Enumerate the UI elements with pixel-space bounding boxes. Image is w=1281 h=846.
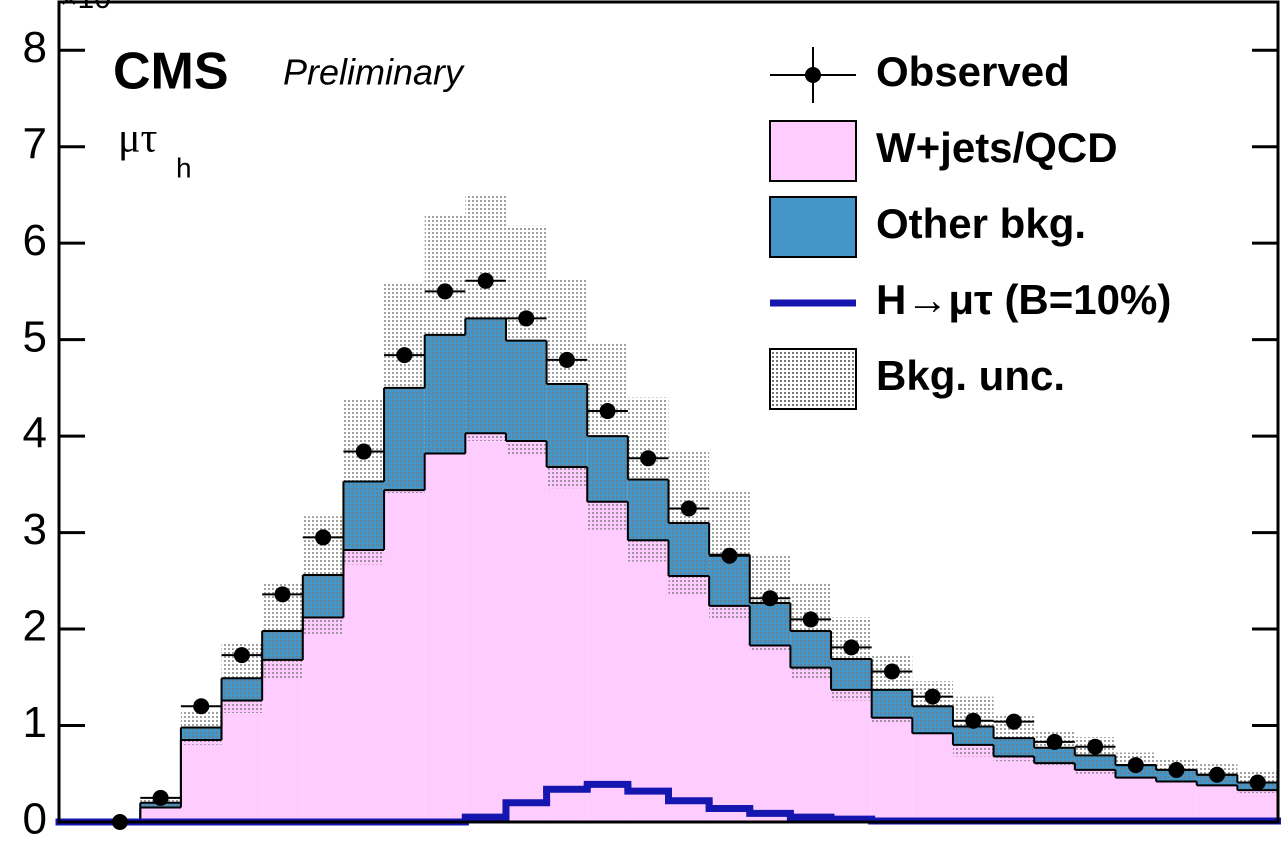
stack-bar [262,659,303,822]
y-tick-label: 7 [23,119,47,168]
stack-bar [180,740,222,822]
stack-bar [952,744,994,822]
data-point [315,529,332,546]
data-point [152,789,169,806]
legend-label: Bkg. unc. [876,352,1065,399]
legend-symbol [805,67,821,83]
data-point [558,351,575,368]
y-tick-label: 0 [23,795,47,841]
stack-bar [831,689,872,822]
stack-bar [505,440,547,822]
data-point [1005,713,1022,730]
stack-bar [668,576,710,822]
legend-label: H→μτ (B=10%) [876,276,1171,323]
legend-label: Other bkg. [876,200,1086,247]
stack-bar [790,667,832,822]
stack-bar [709,605,750,822]
data-point [883,663,900,680]
data-point [1168,761,1185,778]
data-point [437,283,454,300]
plot-area [55,195,1281,830]
stack-bar [1034,763,1075,822]
y-tick-label: 4 [23,409,47,458]
data-point [233,647,250,664]
stack-bar [1074,769,1116,822]
data-point [762,590,779,607]
stack-bar [1156,781,1197,822]
data-point [1127,757,1144,774]
stack-bar [465,433,506,822]
y-tick-label: 2 [23,602,47,651]
channel-label: μτ [118,116,157,162]
data-point [924,688,941,705]
plot-frame [57,0,1280,824]
y-tick-label: 8 [23,23,47,72]
data-point [965,712,982,729]
data-point [721,547,738,564]
data-point [1249,774,1266,791]
stack-bar [424,453,466,822]
data-point [843,639,860,656]
legend-symbol [769,120,857,182]
data-point [680,500,697,517]
data-point [193,698,210,715]
stack-bar [627,540,669,822]
stack-bar [993,756,1035,822]
legend-label: W+jets/QCD [876,124,1118,171]
y-tick-label: 1 [23,698,47,747]
data-point [396,347,413,364]
stack-bar [912,733,953,822]
status-label: Preliminary [283,52,465,93]
data-point [355,443,372,460]
data-point [477,272,494,289]
stack-bar [140,807,181,822]
stack-bar [546,466,588,822]
stack-bar [749,645,791,822]
experiment-label: CMS [113,43,229,101]
data-point [1046,733,1063,750]
data-point [640,450,657,467]
channel-subscript: h [176,152,192,183]
data-point [1209,766,1226,783]
legend-symbol [769,196,857,258]
data-point [518,310,535,327]
stack-bar [302,617,344,822]
data-point [599,403,616,420]
stack-bar [1196,785,1238,822]
y-tick-label: 6 [23,216,47,265]
y-tick-label: 3 [23,505,47,554]
stack-bar [1237,790,1278,822]
stack-bar [384,490,425,822]
legend-symbol [769,348,857,410]
stack-bar [1115,777,1157,822]
stack-bar [343,549,385,822]
y-tick-label: 5 [23,312,47,361]
data-point [802,611,819,628]
stack-bar [871,717,913,822]
legend-label: Observed [876,48,1070,95]
data-point [1087,738,1104,755]
stack-bar [587,501,628,822]
y-scale-label: ×10³ [60,0,121,15]
stack-bar [221,700,263,822]
data-point [274,586,291,603]
